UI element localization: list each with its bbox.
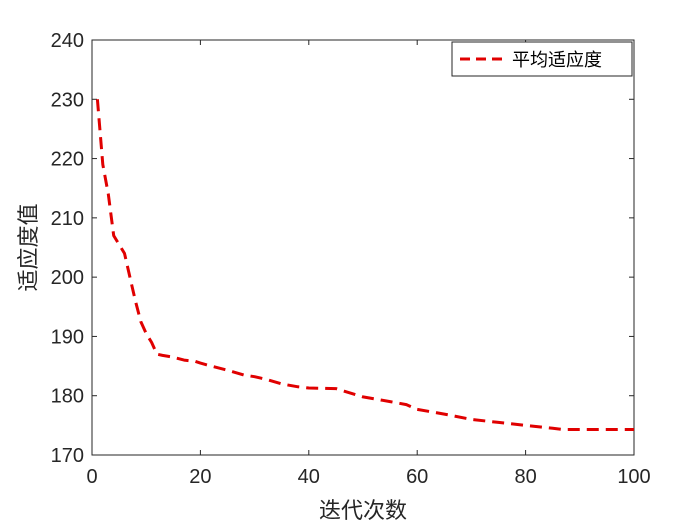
x-tick-label: 20	[189, 466, 211, 488]
y-axis-label: 适应度值	[17, 203, 42, 291]
y-tick-label: 230	[51, 89, 84, 111]
x-tick-label: 100	[617, 466, 650, 488]
plot-area	[91, 39, 635, 456]
y-tick-label: 200	[51, 267, 84, 289]
x-tick-label: 0	[86, 466, 97, 488]
x-axis-ticks: 0 20 40 60 80 100	[86, 40, 651, 488]
y-tick-label: 240	[51, 30, 84, 52]
y-tick-label: 190	[51, 326, 84, 348]
x-tick-label: 40	[298, 466, 320, 488]
x-axis-label: 迭代次数	[319, 499, 407, 524]
series-layer	[95, 99, 634, 431]
y-tick-label: 170	[51, 445, 84, 467]
y-axis-ticks: 170 180 190 200 210 220 230 240	[51, 30, 634, 467]
y-tick-label: 220	[51, 149, 84, 171]
x-tick-label: 80	[514, 466, 536, 488]
series-line	[95, 99, 634, 431]
y-tick-label: 180	[51, 386, 84, 408]
plot-frame	[91, 39, 635, 456]
x-tick-label: 60	[406, 466, 428, 488]
legend-label: 平均适应度	[512, 50, 602, 71]
y-tick-label: 210	[51, 208, 84, 230]
legend: 平均适应度	[451, 41, 633, 77]
